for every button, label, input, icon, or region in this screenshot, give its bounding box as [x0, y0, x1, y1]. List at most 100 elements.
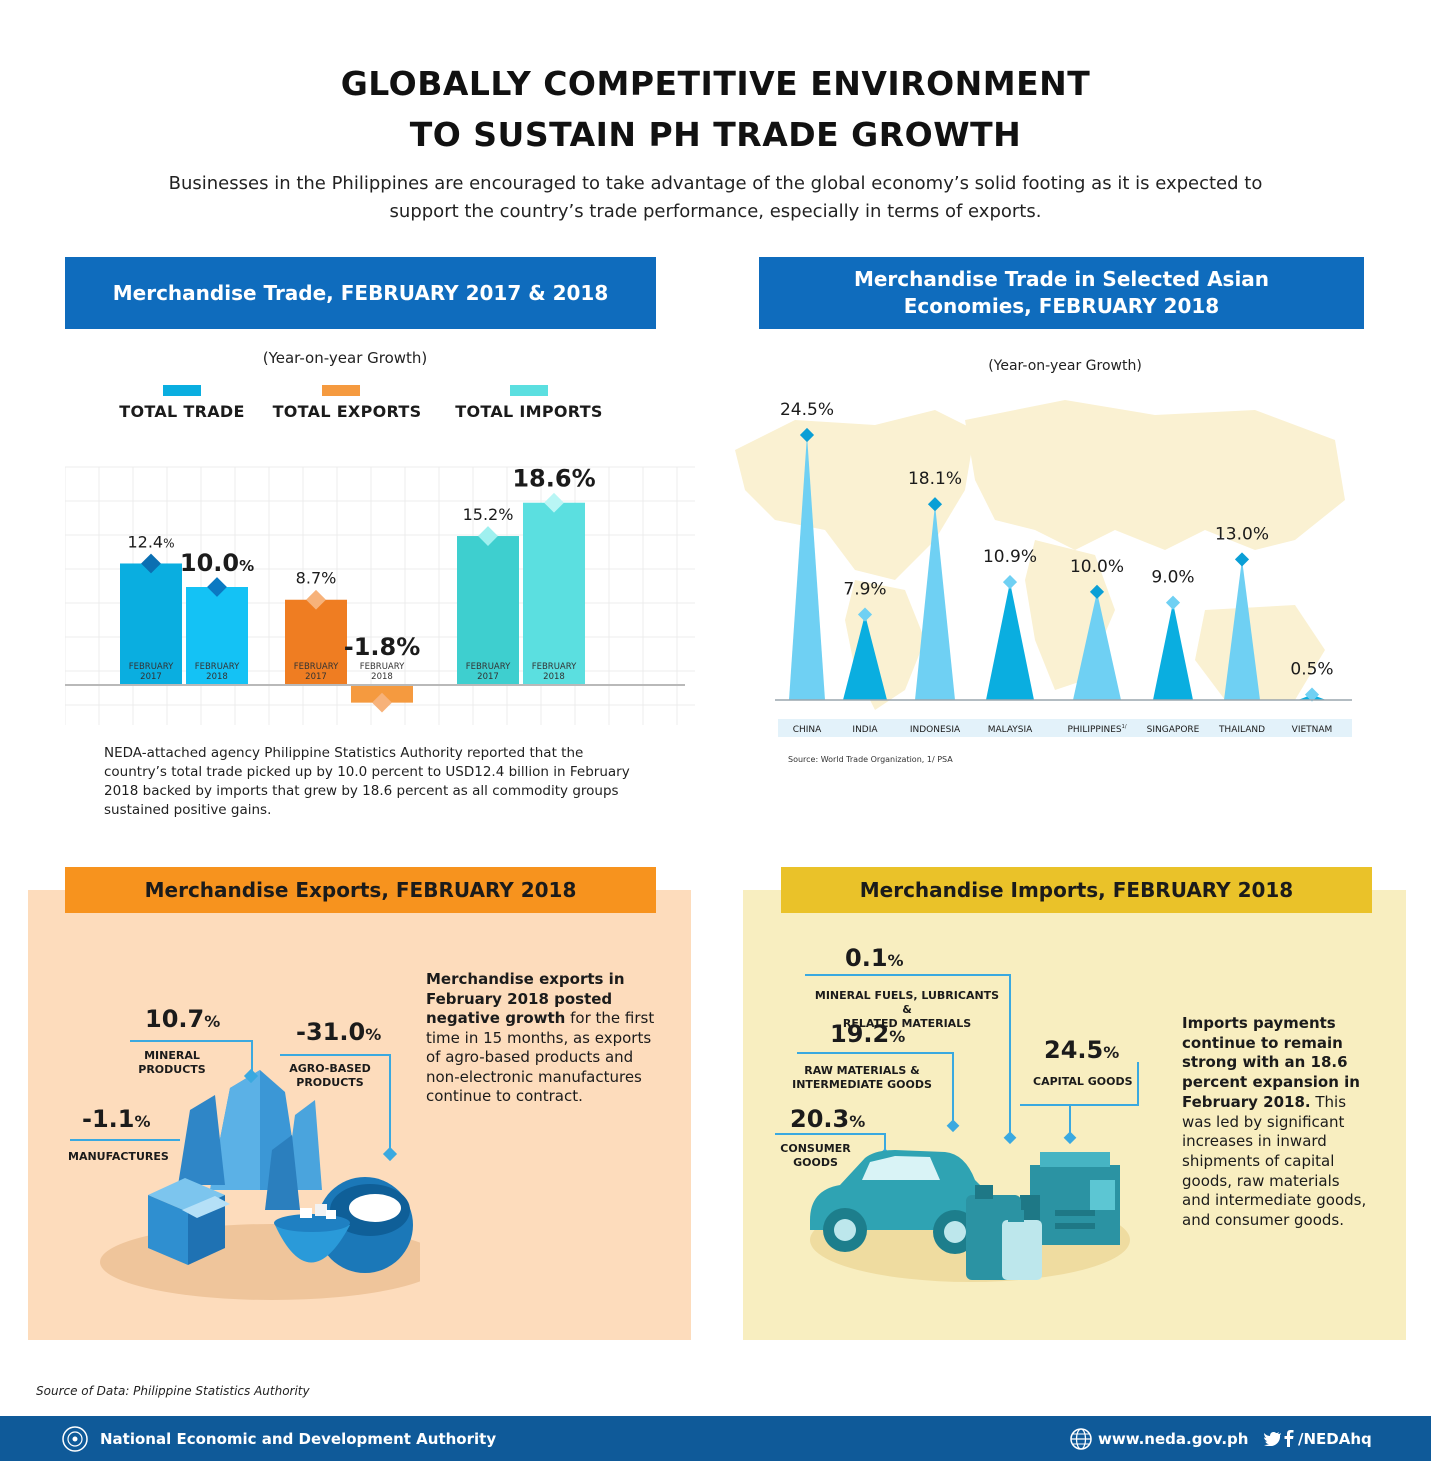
trade-bar-period-label: FEBRUARY	[532, 662, 577, 672]
asia-category-label: INDIA	[852, 725, 878, 735]
asia-spike-marker	[927, 497, 943, 512]
globe-icon	[1070, 1428, 1092, 1450]
crystal-icon	[178, 1070, 322, 1210]
asia-spike	[1153, 602, 1193, 700]
asia-category-label: VIETNAM	[1292, 725, 1333, 735]
footer-website-link[interactable]: www.neda.gov.ph	[1098, 1430, 1249, 1448]
import-capital-label: CAPITAL GOODS	[1033, 1075, 1133, 1088]
trade-bar-period-label: FEBRUARY	[195, 662, 240, 672]
footer-social-handle[interactable]: /NEDAhq	[1298, 1430, 1372, 1448]
legend-swatch-trade	[163, 385, 201, 396]
facebook-icon[interactable]	[1284, 1430, 1294, 1447]
asia-value-label: 10.0%	[1070, 557, 1124, 577]
asia-category-label: MALAYSIA	[988, 725, 1033, 735]
imports-illustration	[775, 974, 1139, 1282]
import-capital-value: 24.5%	[1044, 1036, 1120, 1064]
trade-bar-value-label: 8.7%	[296, 569, 337, 588]
asia-spike-marker	[1089, 584, 1105, 599]
asia-spike-marker	[1165, 595, 1181, 610]
export-manufactures-label: MANUFACTURES	[68, 1150, 169, 1163]
asia-value-label: 7.9%	[843, 580, 886, 600]
exports-illustration	[100, 1070, 420, 1300]
trade-bar	[120, 563, 182, 685]
asia-spike	[986, 582, 1034, 700]
trade-bar-value-label: 15.2%	[463, 505, 514, 524]
exports-callout-lines	[70, 1040, 398, 1162]
trade-bar-marker	[372, 692, 392, 713]
twitter-icon[interactable]	[1264, 1431, 1282, 1446]
exports-description: Merchandise exports in February 2018 pos…	[426, 970, 655, 1105]
asia-value-label: 13.0%	[1215, 524, 1269, 544]
trade-bar-value-label: -1.8%	[344, 633, 421, 661]
trade-bar-period-label: FEBRUARY	[360, 662, 405, 672]
car-icon	[810, 1150, 993, 1254]
trade-bar-value-label: 18.6%	[512, 465, 595, 493]
export-mineral-label: MINERAL PRODUCTS	[138, 1049, 206, 1076]
trade-bar-value-label: 10.0%	[180, 549, 254, 577]
intro-text: Businesses in the Philippines are encour…	[168, 173, 1263, 222]
trade-bar	[457, 536, 519, 685]
page-title-line2: TO SUSTAIN PH TRADE GROWTH	[409, 115, 1022, 154]
asia-spike	[789, 435, 825, 700]
legend-label-trade: TOTAL TRADE	[119, 402, 245, 421]
trade-bar-period-label: FEBRUARY	[294, 662, 339, 672]
asia-value-label: 9.0%	[1151, 568, 1194, 588]
source-note: Source of Data: Philippine Statistics Au…	[36, 1384, 310, 1398]
asia-category-label: SINGAPORE	[1147, 725, 1200, 735]
boxes-icon	[148, 1178, 230, 1265]
trade-panel-title: Merchandise Trade, FEBRUARY 2017 & 2018	[112, 280, 609, 305]
asia-category-label: PHILIPPINES1/	[1067, 724, 1126, 735]
export-manufactures-value: -1.1%	[82, 1105, 151, 1133]
trade-bar-year-label: 2018	[543, 672, 565, 682]
export-mineral-value: 10.7%	[145, 1005, 221, 1033]
trade-bar-value-label: 12.4%	[127, 532, 174, 551]
import-raw-label: RAW MATERIALS & INTERMEDIATE GOODS	[792, 1064, 932, 1091]
import-consumer-label: CONSUMER GOODS	[780, 1142, 851, 1169]
asia-trade-chart: 24.5% 7.9% 18.1% 10.9% 10.0% 9.0% 13.0% 0.5% CHI…	[735, 400, 1352, 737]
import-fuels-label: MINERAL FUELS, LUBRICANTS & RELATED MATE…	[814, 989, 1000, 1030]
import-raw-value: 19.2%	[830, 1020, 906, 1048]
asia-panel-header: Merchandise Trade in Selected Asian Econ…	[759, 257, 1364, 329]
bottles-icon	[966, 1185, 1042, 1280]
trade-bar-year-label: 2017	[140, 672, 162, 682]
asia-category-label: THAILAND	[1218, 725, 1265, 735]
legend-label-imports: TOTAL IMPORTS	[455, 402, 603, 421]
asia-spike-marker	[799, 427, 815, 443]
trade-bar-period-label: FEBRUARY	[466, 662, 511, 672]
asia-value-label: 10.9%	[983, 547, 1037, 567]
trade-bar-period-label: FEBRUARY	[129, 662, 174, 672]
trade-bar-marker	[478, 526, 498, 546]
asia-spike	[1073, 591, 1121, 700]
asia-spike-marker	[1002, 575, 1018, 590]
asia-chart-source: Source: World Trade Organization, 1/ PSA	[788, 755, 953, 764]
import-fuels-value: 0.1%	[845, 944, 904, 972]
page-title: GLOBALLY COMPETITIVE ENVIRONMENT TO SUST…	[0, 58, 1431, 160]
trade-bar-marker	[141, 553, 161, 574]
asia-spike-marker	[1304, 687, 1320, 702]
legend-swatch-exports	[322, 385, 360, 396]
trade-bar	[523, 502, 585, 685]
trade-panel-header: Merchandise Trade, FEBRUARY 2017 & 2018	[65, 257, 656, 329]
asia-category-label: CHINA	[793, 725, 822, 735]
exports-panel-header: Merchandise Exports, FEBRUARY 2018	[65, 867, 656, 913]
asia-spike	[1224, 559, 1260, 700]
legend-label-exports: TOTAL EXPORTS	[272, 402, 422, 421]
trade-bar-year-label: 2017	[305, 672, 327, 682]
trade-bar	[285, 599, 347, 685]
asia-panel-title-line1: Merchandise Trade in Selected Asian	[853, 267, 1270, 291]
coconut-icon	[274, 1177, 413, 1273]
export-agro-value: -31.0%	[296, 1018, 382, 1046]
exports-panel-title: Merchandise Exports, FEBRUARY 2018	[144, 877, 577, 902]
asia-value-label: 0.5%	[1290, 660, 1333, 680]
export-agro-label: AGRO-BASED PRODUCTS	[289, 1062, 371, 1089]
imports-panel-title: Merchandise Imports, FEBRUARY 2018	[859, 877, 1294, 902]
trade-bar-chart: FEBRUARY201712.4%FEBRUARY201810.0%FEBRUA…	[65, 465, 695, 725]
trade-bar	[186, 587, 248, 685]
trade-description: NEDA-attached agency Philippine Statisti…	[104, 745, 630, 818]
asia-chart-subtitle: (Year-on-year Growth)	[988, 358, 1142, 374]
asia-spike-marker	[1234, 552, 1250, 567]
imports-description: Imports payments continue to remain stro…	[1182, 1014, 1367, 1230]
trade-chart-subtitle: (Year-on-year Growth)	[262, 349, 428, 367]
trade-bar-year-label: 2017	[477, 672, 499, 682]
asia-value-label: 24.5%	[780, 400, 834, 420]
